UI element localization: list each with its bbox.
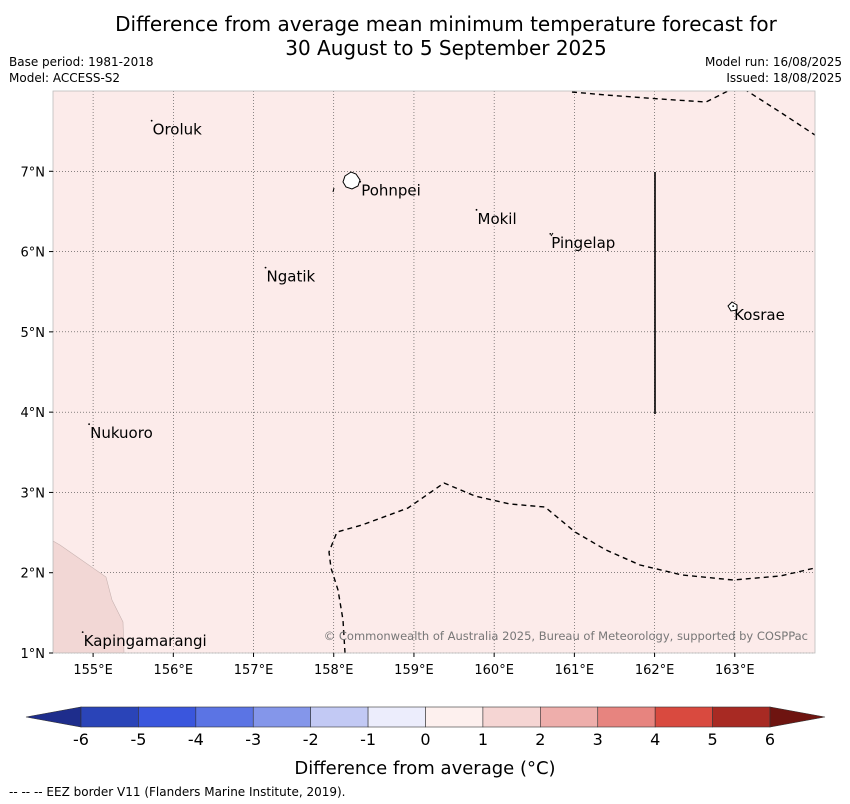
place-marker [88,423,90,426]
colorbar-tick-labels: -6 -5 -4 -3 -2 -1 0 1 2 3 4 5 6 [73,730,775,749]
colorbar-tick-label: 1 [478,730,488,749]
colorbar-max-extension [769,706,826,728]
colorbar-tick-label: -1 [360,730,376,749]
eez-footnote: -- -- -- EEZ border V11 (Flanders Marine… [9,785,346,799]
meta-left: Base period: 1981-2018 Model: ACCESS-S2 [9,54,154,86]
base-period: Base period: 1981-2018 [9,55,154,69]
place-marker [732,305,735,308]
model-name: Model: ACCESS-S2 [9,71,121,85]
colorbar-tick-label: -6 [73,730,89,749]
colorbar-tick-label: 3 [593,730,603,749]
colorbar-swatch [367,706,426,728]
colorbar-swatch [597,706,656,728]
place-label-kapingamarangi: Kapingamarangi [84,632,207,650]
lat-tick-label: 7°N [21,165,46,180]
lat-tick-label: 6°N [21,246,46,261]
lat-tick-label: 3°N [21,486,46,501]
colorbar-swatch [712,706,771,728]
lat-tick-label: 5°N [21,326,46,341]
colorbar-swatch [425,706,484,728]
meta-right: Model run: 16/08/2025 Issued: 18/08/2025 [705,54,842,86]
lon-tick-label: 160°E [474,663,514,678]
colorbar-swatch [482,706,541,728]
map-frame [52,90,816,654]
lon-tick-label: 159°E [394,663,434,678]
lon-tick-label: 163°E [715,663,755,678]
lon-tick-label: 155°E [73,663,113,678]
title-line-1: Difference from average mean minimum tem… [115,12,777,36]
lat-tick-label: 1°N [21,647,46,662]
place-label-pingelap: Pingelap [551,234,615,252]
lon-tick-label: 161°E [555,663,595,678]
colorbar-tick-label: -3 [245,730,261,749]
colorbar-tick-label: -5 [130,730,146,749]
place-marker [150,119,153,122]
place-label-pohnpei: Pohnpei [361,182,421,200]
colorbar [25,706,826,728]
colorbar-swatch [252,706,311,728]
lon-tick-label: 157°E [234,663,274,678]
colorbar-swatch [138,706,197,728]
colorbar-tick-label: 0 [420,730,430,749]
colorbar-swatch [80,706,139,728]
map-area [53,91,815,653]
copyright-notice: © Commonwealth of Australia 2025, Bureau… [324,629,808,643]
place-marker [475,208,478,211]
eez-border-north [571,91,730,103]
warm-anomaly-region [53,540,125,653]
lon-tick-label: 162°E [635,663,675,678]
colorbar-swatch [540,706,599,728]
colorbar-tick-label: 6 [765,730,775,749]
ant-atoll [332,187,335,193]
pohnpei-island [342,171,361,190]
place-label-kosrae: Kosrae [734,306,785,324]
map-title: Difference from average mean minimum tem… [40,12,850,60]
place-marker [359,180,362,183]
issued-date: Issued: 18/08/2025 [726,71,842,85]
place-marker [81,631,84,634]
place-label-ngatik: Ngatik [267,268,316,286]
lon-tick-label: 158°E [314,663,354,678]
eez-borders [328,91,815,653]
place-marker [264,266,267,269]
place-marker [549,233,552,235]
place-labels: Oroluk Pohnpei Mokil Pingelap Ngatik Kosrae Nu… [81,119,785,650]
title-line-2: 30 August to 5 September 2025 [285,36,607,60]
colorbar-tick-label: 2 [535,730,545,749]
colorbar-swatch [310,706,369,728]
model-run: Model run: 16/08/2025 [704,55,842,69]
colorbar-tick-label: 4 [650,730,660,749]
colorbar-swatch [654,706,713,728]
lat-tick-label: 4°N [21,406,46,421]
place-label-oroluk: Oroluk [153,121,202,139]
colorbar-title: Difference from average (°C) [294,758,555,779]
place-label-mokil: Mokil [478,210,517,228]
lon-tick-label: 156°E [154,663,194,678]
pingelap-atoll [550,232,554,237]
longitude-ticks: 155°E 156°E 157°E 158°E 159°E 160°E 161°E 162°E… [73,653,755,678]
colorbar-tick-label: 5 [707,730,717,749]
lat-tick-label: 2°N [21,567,46,582]
colorbar-tick-label: -2 [303,730,319,749]
colorbar-min-extension [25,706,82,728]
place-label-nukuoro: Nukuoro [90,424,153,442]
colorbar-tick-label: -4 [188,730,204,749]
colorbar-swatch [195,706,254,728]
latitude-ticks: 1°N 2°N 3°N 4°N 5°N 6°N 7°N [21,165,53,662]
